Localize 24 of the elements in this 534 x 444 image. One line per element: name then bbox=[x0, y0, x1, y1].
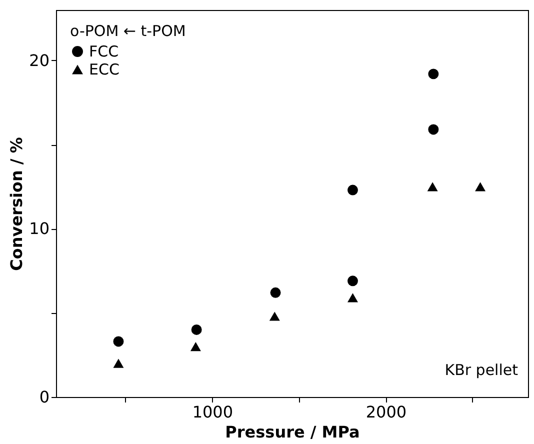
point bbox=[347, 276, 358, 286]
point bbox=[113, 358, 124, 368]
legend-label: ECC bbox=[89, 60, 120, 78]
point bbox=[347, 184, 358, 196]
point bbox=[427, 182, 438, 192]
annotation: KBr pellet bbox=[444, 361, 518, 379]
x-tick-label: 1000 bbox=[192, 402, 234, 422]
point bbox=[190, 342, 201, 352]
y-tick-label: 0 bbox=[39, 388, 50, 406]
point bbox=[428, 68, 439, 80]
legend-label: FCC bbox=[89, 42, 119, 60]
point bbox=[113, 336, 124, 347]
y-tick-label: 20 bbox=[29, 50, 50, 70]
y-axis-title: Conversion / % bbox=[7, 137, 26, 271]
point bbox=[269, 312, 280, 321]
legend-title: o-POM ← t-POM bbox=[70, 22, 186, 40]
point bbox=[347, 293, 358, 302]
point bbox=[270, 287, 281, 298]
x-tick-label: 2000 bbox=[366, 402, 407, 422]
point bbox=[475, 182, 486, 192]
y-tick-label: 10 bbox=[29, 219, 50, 238]
x-axis-title: Pressure / MPa bbox=[225, 422, 360, 442]
point bbox=[191, 324, 202, 335]
point bbox=[428, 124, 439, 135]
